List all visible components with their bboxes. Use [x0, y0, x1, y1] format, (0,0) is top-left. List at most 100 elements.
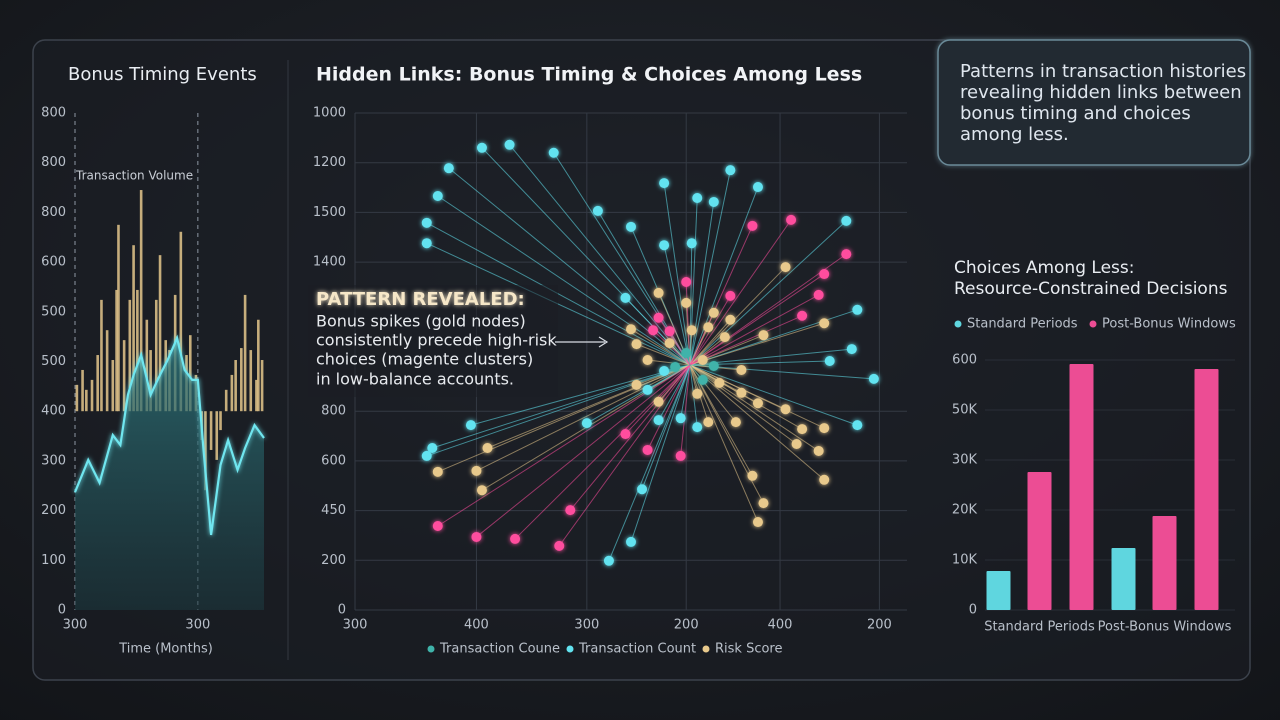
link-line	[680, 364, 691, 419]
bar	[209, 411, 213, 450]
legend-label: Risk Score	[715, 642, 783, 657]
y-tick-label: 800	[41, 155, 66, 170]
y-tick-label: 100	[41, 553, 66, 568]
point	[626, 324, 636, 335]
legend-swatch	[1089, 320, 1097, 328]
point	[852, 420, 863, 431]
y-tick-label: 1200	[313, 155, 346, 170]
link-line	[641, 364, 691, 490]
annotation-line: choices (magente clusters)	[316, 350, 533, 369]
point	[868, 373, 879, 384]
bar	[128, 299, 132, 412]
annotation-line: consistently precede high-risk	[316, 331, 557, 350]
point	[581, 418, 592, 429]
y-tick-label: 20K	[952, 503, 978, 518]
link-line	[689, 225, 753, 366]
info-line: bonus timing and choices	[960, 103, 1191, 124]
legend-label: Transaction Count	[578, 642, 696, 657]
bar	[257, 319, 260, 412]
link-line	[608, 364, 691, 561]
point	[421, 450, 432, 461]
link-line	[630, 364, 691, 543]
main-panel	[32, 39, 1251, 681]
point	[819, 474, 830, 485]
bar	[154, 299, 158, 412]
x-tick-label: Standard Periods	[984, 620, 1095, 635]
point	[642, 384, 653, 395]
annotation-line: Bonus spikes (gold nodes)	[316, 312, 526, 331]
bar	[179, 231, 183, 412]
link-line	[636, 343, 691, 366]
link-line	[689, 170, 731, 366]
link-line	[663, 245, 691, 366]
legend-swatch	[954, 320, 962, 328]
point	[686, 325, 697, 336]
point	[697, 374, 708, 385]
point	[846, 344, 857, 355]
bar	[105, 330, 109, 412]
info-line: Patterns in transaction histories	[960, 61, 1246, 82]
point	[554, 540, 565, 551]
x-tick-label: 300	[63, 618, 88, 633]
y-tick-label: 1000	[313, 106, 346, 121]
bar	[1027, 472, 1052, 610]
y-tick-label: 600	[321, 453, 346, 468]
link-line	[569, 364, 691, 511]
link-line	[647, 364, 691, 451]
pattern-annotation: PATTERN REVEALED: Bonus spikes (gold nod…	[308, 285, 609, 397]
point	[725, 290, 736, 301]
point	[510, 533, 521, 544]
point	[758, 498, 769, 509]
point	[675, 413, 686, 424]
bar	[75, 384, 79, 412]
link-line	[689, 273, 825, 366]
bar	[149, 350, 152, 412]
point	[703, 322, 714, 333]
point	[675, 450, 686, 461]
annotation-arrowhead	[598, 336, 609, 348]
point	[631, 339, 642, 350]
bar	[230, 374, 234, 412]
bar	[249, 350, 253, 412]
point	[659, 178, 670, 189]
link-line	[689, 364, 858, 426]
point	[736, 364, 747, 375]
bar	[90, 379, 94, 412]
point	[432, 521, 443, 532]
point	[813, 289, 824, 300]
point	[747, 470, 758, 481]
link-line	[476, 364, 691, 538]
bar	[224, 389, 228, 412]
point	[670, 361, 681, 372]
point	[432, 466, 443, 477]
point	[432, 190, 443, 201]
point	[797, 424, 808, 435]
point	[421, 217, 432, 228]
point	[620, 429, 631, 440]
point	[471, 531, 482, 542]
bar	[132, 245, 135, 412]
link-line	[509, 144, 691, 366]
point	[443, 163, 454, 174]
y-tick-label: 50K	[952, 403, 978, 418]
y-tick-label: 10K	[952, 553, 978, 568]
x-tick-label: 200	[674, 618, 699, 633]
point	[626, 221, 636, 232]
annotation-backdrop	[308, 285, 558, 397]
point	[747, 220, 758, 231]
y-tick-label: 450	[321, 503, 346, 518]
link-line	[689, 364, 797, 445]
point	[852, 304, 863, 315]
bar	[117, 224, 120, 412]
point	[659, 365, 670, 376]
point	[664, 326, 675, 337]
point	[427, 442, 438, 453]
point	[642, 444, 653, 455]
info-line: revealing hidden links between	[960, 82, 1242, 103]
link-line	[689, 322, 825, 366]
link-line	[689, 219, 792, 366]
bar	[115, 289, 118, 412]
point	[592, 205, 603, 216]
